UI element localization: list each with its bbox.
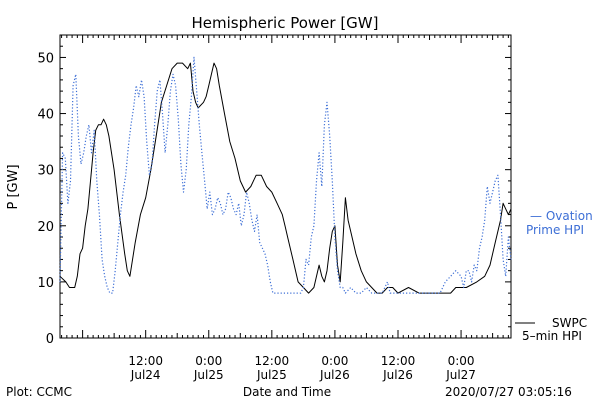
x-tick-time-label: 12:00: [255, 354, 290, 368]
legend-swpc-line1: SWPC: [552, 316, 587, 330]
x-axis-label: Date and Time: [243, 385, 331, 399]
y-tick-label: 30: [37, 164, 54, 179]
y-axis-label: P [GW]: [6, 164, 21, 209]
plot-frame: [59, 34, 512, 339]
legend: — Ovation Prime HPI SWPC 5–min HPI: [515, 209, 593, 343]
x-tick-date-label: Jul27: [445, 368, 476, 382]
legend-swpc-line2: 5–min HPI: [522, 329, 582, 343]
x-axis: 12:00Jul240:00Jul2512:00Jul250:00Jul2612…: [61, 35, 509, 382]
x-tick-time-label: 12:00: [381, 354, 416, 368]
y-tick-label: 10: [37, 276, 54, 291]
x-tick-date-label: Jul25: [193, 368, 224, 382]
y-axis: 0 10 20 30 40 50: [37, 34, 511, 347]
chart-title: Hemispheric Power [GW]: [192, 14, 379, 32]
y-tick-label: 50: [37, 51, 54, 66]
x-tick-date-label: Jul26: [319, 368, 350, 382]
y-tick-label: 40: [37, 108, 54, 123]
x-tick-date-label: Jul25: [256, 368, 287, 382]
series-layer: [59, 56, 512, 294]
x-tick-date-label: Jul24: [130, 368, 161, 382]
x-tick-time-label: 0:00: [195, 354, 222, 368]
plot-credit: Plot: CCMC: [6, 385, 72, 399]
series-line-ovation-prime-hpi: [59, 56, 512, 294]
legend-ovation-line1: — Ovation: [530, 209, 593, 223]
x-tick-date-label: Jul26: [382, 368, 413, 382]
x-tick-time-label: 0:00: [448, 354, 475, 368]
y-tick-label: 20: [37, 220, 54, 235]
plot-timestamp: 2020/07/27 03:05:16: [445, 385, 572, 399]
x-tick-time-label: 0:00: [321, 354, 348, 368]
x-tick-time-label: 12:00: [128, 354, 163, 368]
legend-ovation-line2: Prime HPI: [526, 223, 584, 237]
y-tick-label: 0: [46, 332, 54, 347]
series-line-swpc-hpi: [59, 62, 512, 294]
